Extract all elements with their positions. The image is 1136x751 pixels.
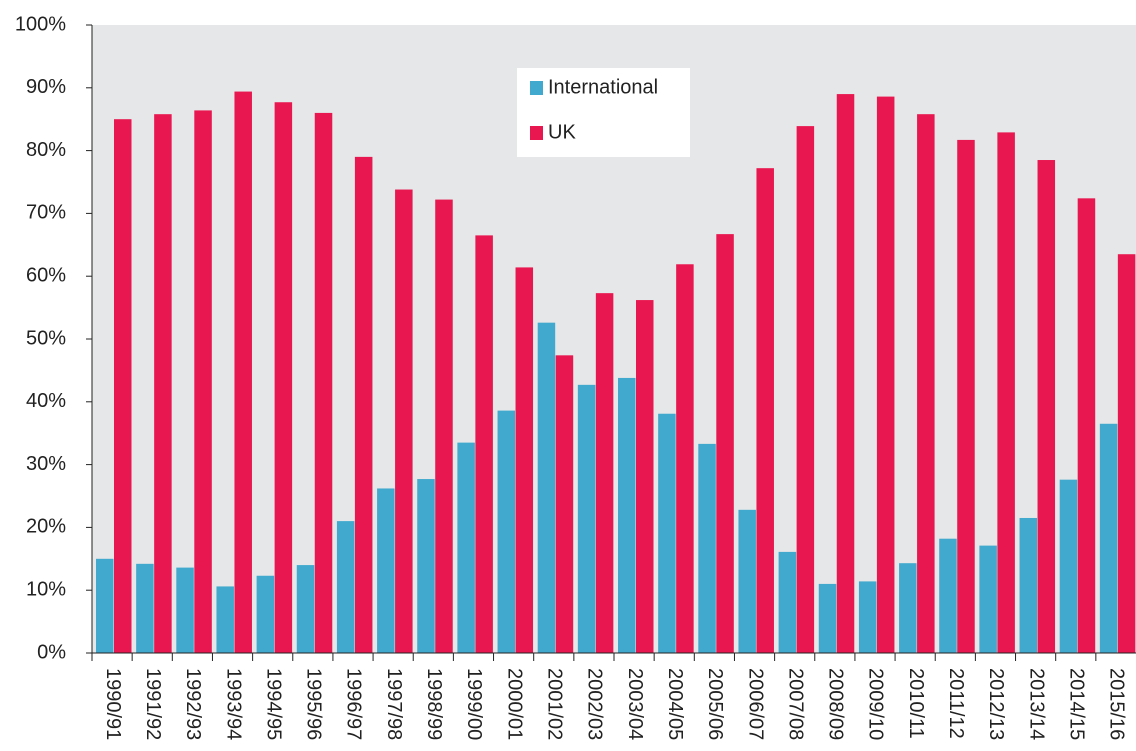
bar xyxy=(475,235,493,653)
x-tick-label: 2005/06 xyxy=(704,668,726,740)
x-tick-label: 1997/98 xyxy=(383,668,405,740)
bar xyxy=(377,488,395,653)
legend-box xyxy=(517,68,690,157)
bar xyxy=(698,443,716,653)
bar xyxy=(256,575,275,653)
bar xyxy=(979,545,997,653)
bar xyxy=(917,114,935,653)
bar xyxy=(296,565,315,653)
y-tick-label: 20% xyxy=(26,516,66,538)
bar xyxy=(1077,198,1096,653)
x-tick-label: 2015/16 xyxy=(1106,668,1128,740)
bar xyxy=(636,300,654,653)
bar xyxy=(274,102,293,653)
bar xyxy=(555,355,574,653)
x-tick-label: 2012/13 xyxy=(985,668,1007,740)
bar xyxy=(658,413,676,653)
bar xyxy=(457,442,475,653)
y-tick-label: 30% xyxy=(26,453,66,475)
bar xyxy=(114,119,132,653)
x-tick-label: 1998/99 xyxy=(423,668,445,740)
bar xyxy=(194,110,212,653)
bar xyxy=(858,581,877,653)
bar xyxy=(618,377,636,653)
x-tick-label: 2004/05 xyxy=(664,668,686,740)
y-tick-label: 70% xyxy=(26,202,66,224)
x-tick-label: 2011/12 xyxy=(945,668,967,739)
bar xyxy=(537,322,556,653)
legend-swatch xyxy=(530,126,543,140)
x-tick-label: 2008/09 xyxy=(825,668,847,740)
bar xyxy=(234,91,252,654)
legend-label: UK xyxy=(548,121,576,143)
x-tick-label: 1990/91 xyxy=(102,668,124,740)
bar xyxy=(957,139,975,653)
x-tick-label: 2010/11 xyxy=(905,668,927,739)
x-tick-label: 2009/10 xyxy=(865,668,887,740)
bar xyxy=(939,538,957,653)
x-tick-label: 2000/01 xyxy=(503,668,525,740)
bar xyxy=(417,479,435,653)
bar xyxy=(836,94,855,653)
x-tick-label: 1991/92 xyxy=(142,668,164,740)
x-tick-label: 1993/94 xyxy=(222,668,244,740)
x-tick-label: 2013/14 xyxy=(1025,668,1047,740)
x-tick-label: 1995/96 xyxy=(303,668,325,740)
bar xyxy=(1117,254,1136,653)
bar xyxy=(435,199,453,654)
bar xyxy=(778,551,797,653)
y-tick-label: 90% xyxy=(26,76,66,98)
y-tick-label: 50% xyxy=(26,327,66,349)
bar xyxy=(676,264,694,653)
bar xyxy=(1037,160,1056,653)
y-tick-label: 100% xyxy=(15,13,66,35)
bar xyxy=(136,563,154,653)
bar xyxy=(515,267,534,653)
bar xyxy=(997,132,1015,653)
x-tick-label: 1994/95 xyxy=(262,668,284,740)
bar xyxy=(96,558,114,653)
y-tick-label: 10% xyxy=(26,578,66,600)
bar xyxy=(1059,479,1078,653)
x-tick-label: 2001/02 xyxy=(543,668,565,740)
bar xyxy=(738,509,756,653)
x-tick-label: 2014/15 xyxy=(1065,668,1087,740)
x-tick-label: 2003/04 xyxy=(624,668,646,740)
bar xyxy=(154,114,172,653)
bar xyxy=(1099,423,1118,653)
bar xyxy=(216,586,234,653)
bar xyxy=(818,583,837,653)
bar xyxy=(1019,517,1038,653)
x-tick-label: 1992/93 xyxy=(182,668,204,740)
bar xyxy=(314,112,333,654)
y-tick-label: 60% xyxy=(26,264,66,286)
y-tick-label: 80% xyxy=(26,139,66,161)
bar xyxy=(497,410,516,653)
bar xyxy=(796,126,815,653)
x-tick-label: 2006/07 xyxy=(744,668,766,740)
legend-label: International xyxy=(548,76,658,98)
bar xyxy=(595,293,614,653)
y-tick-label: 40% xyxy=(26,390,66,412)
x-tick-label: 1999/00 xyxy=(463,668,485,740)
bar xyxy=(395,189,413,653)
bar xyxy=(756,168,774,653)
y-tick-label: 0% xyxy=(37,641,66,663)
bar xyxy=(176,567,194,653)
bar xyxy=(716,234,734,653)
legend-swatch xyxy=(530,81,543,95)
x-tick-label: 2007/08 xyxy=(784,668,806,740)
bar xyxy=(876,96,895,654)
bar xyxy=(899,563,917,653)
bar xyxy=(336,521,355,653)
x-tick-label: 1996/97 xyxy=(343,668,365,740)
bar xyxy=(577,384,596,653)
bar xyxy=(354,156,373,653)
x-tick-label: 2002/03 xyxy=(584,668,606,740)
